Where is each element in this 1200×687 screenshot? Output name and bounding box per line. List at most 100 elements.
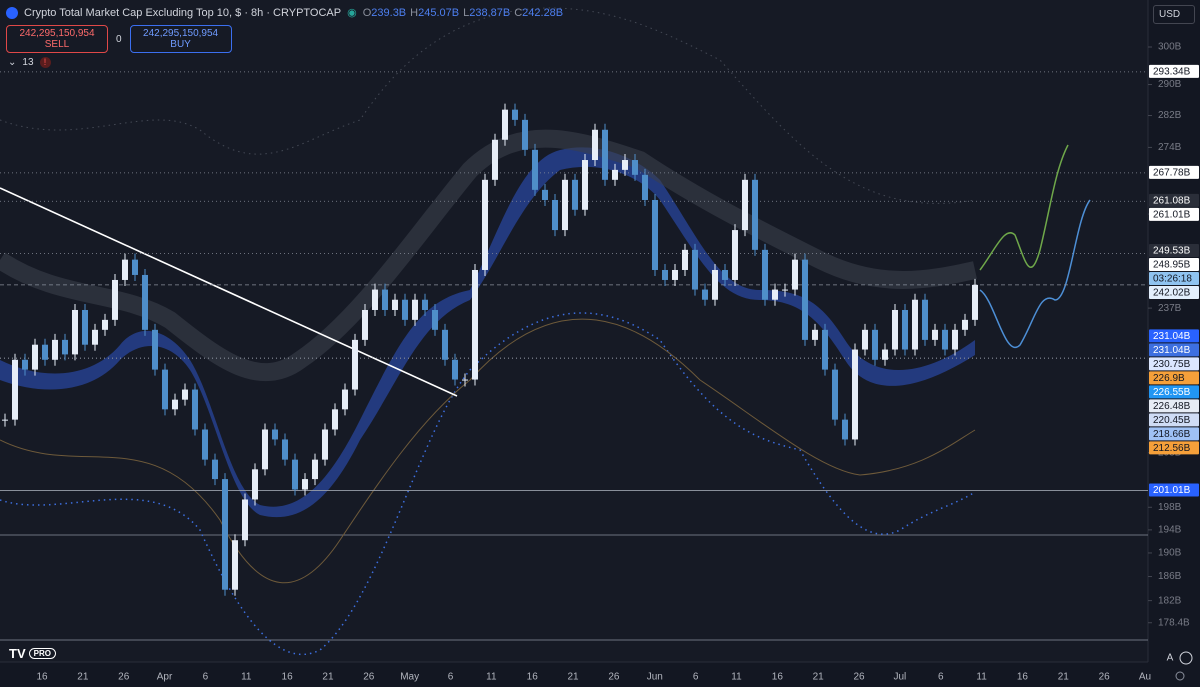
candle-body bbox=[162, 369, 168, 410]
candle-body bbox=[542, 189, 548, 200]
x-tick-label: Jun bbox=[647, 672, 663, 683]
candle-body bbox=[342, 389, 348, 410]
y-tick-label: 186B bbox=[1158, 571, 1182, 582]
x-tick-label: 21 bbox=[322, 672, 334, 683]
candle-body bbox=[882, 349, 888, 360]
price-label: 212.56B bbox=[1153, 443, 1191, 454]
candle-body bbox=[672, 269, 678, 280]
price-label-box bbox=[1149, 399, 1199, 413]
price-label-box bbox=[1149, 258, 1199, 272]
ribbon-gray bbox=[0, 129, 977, 382]
indicator-bands bbox=[0, 7, 1091, 656]
price-label: 249.53B bbox=[1153, 246, 1191, 257]
candle-body bbox=[702, 289, 708, 300]
candle-body bbox=[82, 309, 88, 345]
x-tick-label: 11 bbox=[976, 672, 987, 683]
basis bbox=[0, 318, 976, 584]
candle-body bbox=[682, 249, 688, 270]
x-tick-label: 16 bbox=[527, 672, 539, 683]
warning-icon: ! bbox=[39, 57, 51, 68]
price-label-box bbox=[1149, 193, 1199, 207]
price-label-box bbox=[1149, 371, 1199, 385]
price-label-box bbox=[1149, 385, 1199, 399]
forecast-path bbox=[979, 144, 1069, 271]
candle-body bbox=[572, 179, 578, 210]
candle-body bbox=[722, 269, 728, 280]
settings-button[interactable] bbox=[1179, 651, 1193, 665]
countdown-box bbox=[1149, 272, 1199, 286]
x-tick-label: 26 bbox=[363, 672, 375, 683]
sell-label: SELL bbox=[44, 39, 70, 50]
candle-body bbox=[582, 160, 588, 210]
candle-body bbox=[762, 249, 768, 300]
candle-body bbox=[622, 160, 628, 170]
x-tick-label: 26 bbox=[1099, 672, 1111, 683]
auto-scale-button[interactable]: A bbox=[1167, 653, 1174, 664]
price-label: 231.04B bbox=[1153, 331, 1191, 342]
candle-body bbox=[812, 329, 818, 340]
candle-body bbox=[712, 269, 718, 300]
candle-body bbox=[112, 279, 118, 320]
candle-body bbox=[562, 179, 568, 231]
candle-body bbox=[752, 179, 758, 250]
candle-body bbox=[22, 359, 28, 370]
x-tick-label: 11 bbox=[486, 672, 497, 683]
candle-body bbox=[62, 339, 68, 355]
x-tick-label: 21 bbox=[813, 672, 825, 683]
price-label-box bbox=[1149, 357, 1199, 371]
x-tick-label: 16 bbox=[36, 672, 48, 683]
candle-body bbox=[792, 259, 798, 290]
candle-body bbox=[512, 109, 518, 120]
candle-body bbox=[972, 284, 978, 320]
candle-body bbox=[202, 429, 208, 460]
candle-body bbox=[262, 429, 268, 470]
settings-icon[interactable] bbox=[1175, 671, 1185, 681]
x-tick-label: 21 bbox=[1058, 672, 1070, 683]
forecast-path bbox=[979, 199, 1091, 349]
ohlc-value: 239.3B bbox=[371, 6, 407, 19]
currency-selector[interactable]: USD bbox=[1153, 5, 1195, 24]
x-tick-label: May bbox=[400, 672, 419, 683]
x-tick-label: 21 bbox=[568, 672, 580, 683]
candle-body bbox=[772, 289, 778, 300]
indicators-toggle[interactable]: ⌄ 13 ! bbox=[8, 57, 51, 68]
candle-body bbox=[832, 369, 838, 420]
candle-body bbox=[352, 339, 358, 390]
ohlc: O239.3B H245.07B L238.87B C242.28B bbox=[363, 7, 567, 19]
sell-price: 242,295,150,954 bbox=[19, 28, 95, 39]
candle-body bbox=[822, 329, 828, 370]
candle-body bbox=[462, 379, 468, 381]
candle-body bbox=[42, 344, 48, 360]
price-label: 261.08B bbox=[1153, 196, 1191, 207]
y-tick-label: 274B bbox=[1158, 142, 1182, 153]
candle-body bbox=[502, 109, 508, 140]
candle-body bbox=[252, 469, 258, 500]
x-tick-label: Au bbox=[1139, 672, 1151, 683]
buy-button[interactable]: 242,295,150,954 BUY bbox=[129, 25, 232, 53]
x-tick-label: 11 bbox=[241, 672, 252, 683]
x-tick-label: Apr bbox=[157, 672, 173, 683]
candle-body bbox=[642, 174, 648, 200]
sell-button[interactable]: 242,295,150,954 SELL bbox=[6, 25, 108, 53]
candle-body bbox=[492, 139, 498, 180]
candle-body bbox=[122, 259, 128, 280]
symbol-title[interactable]: Crypto Total Market Cap Excluding Top 10… bbox=[24, 6, 342, 19]
price-label-box bbox=[1149, 427, 1199, 441]
x-tick-label: 21 bbox=[77, 672, 89, 683]
x-tick-label: 6 bbox=[938, 672, 944, 683]
logo-badge: PRO bbox=[28, 648, 56, 659]
symbol-logo bbox=[6, 6, 18, 19]
candle-body bbox=[852, 349, 858, 440]
y-tick-label: 194B bbox=[1158, 525, 1182, 536]
upper-band bbox=[0, 7, 976, 204]
candle-body bbox=[402, 299, 408, 320]
y-tick-label: 237B bbox=[1158, 303, 1182, 314]
candle-body bbox=[102, 319, 108, 330]
candle-body bbox=[182, 389, 188, 400]
ohlc-key: C bbox=[514, 6, 523, 19]
x-tick-label: 6 bbox=[693, 672, 699, 683]
candle-body bbox=[312, 459, 318, 480]
ohlc-value: 238.87B bbox=[469, 6, 511, 19]
